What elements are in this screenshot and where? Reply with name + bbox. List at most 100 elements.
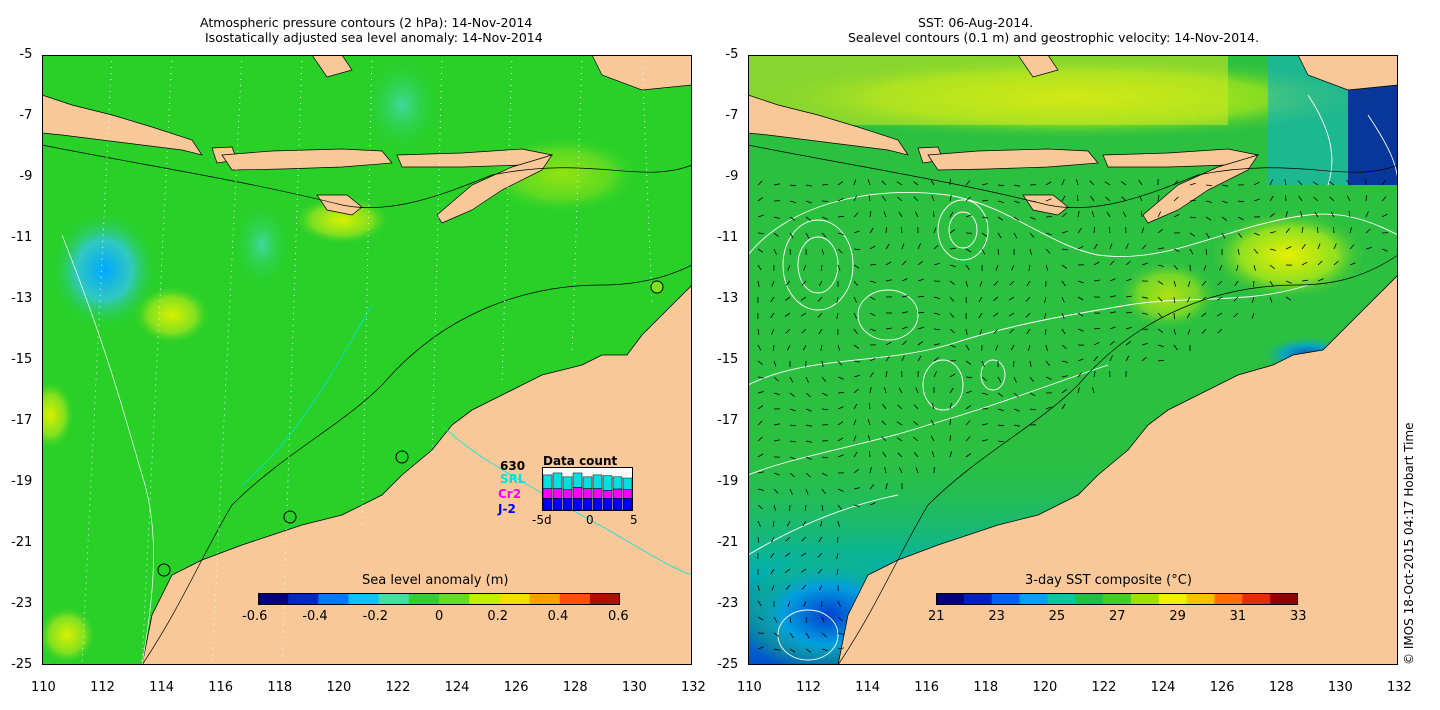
right-colorbar-swatch — [1019, 593, 1048, 605]
velocity-vector — [881, 195, 887, 202]
velocity-vector — [1346, 179, 1351, 186]
velocity-vector — [901, 278, 908, 282]
velocity-vector — [869, 502, 876, 506]
left-lon-tick: 124 — [444, 680, 470, 695]
velocity-vector — [757, 504, 763, 510]
velocity-vector — [1045, 232, 1052, 236]
left-colorbar-swatch — [258, 593, 289, 605]
velocity-vector — [803, 600, 807, 607]
left-colorbar-swatch — [318, 593, 350, 605]
velocity-vector — [981, 423, 988, 426]
left-lat-tick: -21 — [11, 535, 33, 550]
velocity-vector — [1157, 211, 1162, 218]
velocity-vector — [837, 647, 844, 650]
velocity-vector — [885, 261, 892, 266]
data-count-bar — [592, 498, 603, 511]
velocity-vector — [821, 408, 829, 410]
velocity-vector — [949, 451, 953, 458]
velocity-vector — [885, 279, 892, 282]
right-lon-tick: 122 — [1091, 680, 1117, 695]
velocity-vector — [789, 632, 794, 639]
velocity-vector — [869, 312, 876, 317]
velocity-vector — [997, 216, 1004, 221]
velocity-vector — [1008, 296, 1015, 301]
velocity-vector — [771, 280, 775, 287]
velocity-vector — [821, 600, 823, 608]
velocity-vector — [1045, 406, 1052, 410]
left-lon-tick: 114 — [149, 680, 174, 695]
velocity-vector — [1125, 295, 1132, 298]
velocity-vector — [965, 328, 968, 335]
velocity-vector — [899, 467, 903, 474]
velocity-vector — [1090, 195, 1095, 202]
data-count-bar — [572, 498, 583, 511]
velocity-vector — [1329, 196, 1335, 202]
velocity-vector — [1108, 226, 1111, 234]
velocity-vector — [772, 520, 775, 527]
velocity-vector — [1157, 344, 1164, 348]
velocity-vector — [933, 343, 940, 346]
velocity-vector — [869, 227, 874, 234]
data-count-histogram — [542, 467, 633, 511]
velocity-vector — [1237, 248, 1240, 255]
velocity-vector — [1316, 226, 1319, 234]
velocity-vector — [784, 296, 791, 301]
velocity-vector — [897, 196, 903, 202]
velocity-vector — [868, 195, 871, 202]
velocity-vector — [773, 248, 777, 255]
right-australia — [837, 274, 1398, 665]
velocity-vector — [997, 408, 1004, 412]
velocity-vector — [901, 311, 908, 314]
velocity-vector — [1269, 296, 1273, 303]
velocity-vector — [917, 295, 925, 298]
velocity-vector — [1125, 243, 1129, 250]
velocity-vector — [837, 600, 841, 607]
velocity-vector — [930, 435, 935, 442]
right-lat-tick: -19 — [717, 474, 739, 489]
velocity-vector — [1061, 195, 1066, 202]
velocity-vector — [1109, 295, 1116, 298]
velocity-vector — [1269, 212, 1275, 218]
velocity-vector — [997, 376, 1002, 383]
velocity-vector — [1189, 199, 1196, 202]
velocity-vector — [817, 312, 823, 318]
left-lat-tick: -17 — [11, 413, 33, 428]
velocity-vector — [1061, 360, 1068, 363]
velocity-vector — [1205, 232, 1210, 239]
velocity-vector — [1349, 262, 1356, 266]
data-count-bar — [542, 474, 553, 489]
velocity-vector — [949, 211, 954, 218]
velocity-vector — [933, 244, 939, 250]
right-colorbar-swatch — [1242, 593, 1271, 605]
velocity-vector — [1029, 216, 1036, 220]
velocity-vector — [770, 552, 775, 559]
velocity-vector — [1253, 198, 1260, 202]
velocity-vector — [1121, 196, 1127, 202]
velocity-vector — [1317, 260, 1323, 266]
velocity-vector — [1173, 344, 1178, 351]
velocity-vector — [1029, 376, 1034, 383]
velocity-vector — [997, 232, 1002, 239]
velocity-vector — [917, 341, 924, 346]
velocity-vector — [912, 181, 919, 186]
velocity-vector — [869, 371, 874, 378]
velocity-vector — [785, 328, 791, 334]
velocity-vector — [901, 355, 905, 362]
velocity-vector — [817, 568, 823, 574]
velocity-vector — [1314, 211, 1319, 218]
velocity-vector — [885, 341, 892, 346]
velocity-vector — [821, 248, 825, 255]
velocity-vector — [1077, 245, 1084, 250]
velocity-vector — [773, 488, 779, 494]
velocity-vector — [915, 467, 919, 474]
velocity-vector — [800, 312, 807, 317]
velocity-vector — [1157, 312, 1163, 318]
right-colorbar-swatch — [1130, 593, 1160, 605]
velocity-vector — [1221, 200, 1228, 204]
velocity-vector — [1141, 262, 1148, 266]
velocity-vector — [933, 312, 940, 315]
velocity-vector — [981, 392, 988, 395]
velocity-vector — [1026, 280, 1031, 287]
velocity-vector — [1237, 216, 1244, 220]
dc-xtick: 0 — [586, 513, 594, 527]
